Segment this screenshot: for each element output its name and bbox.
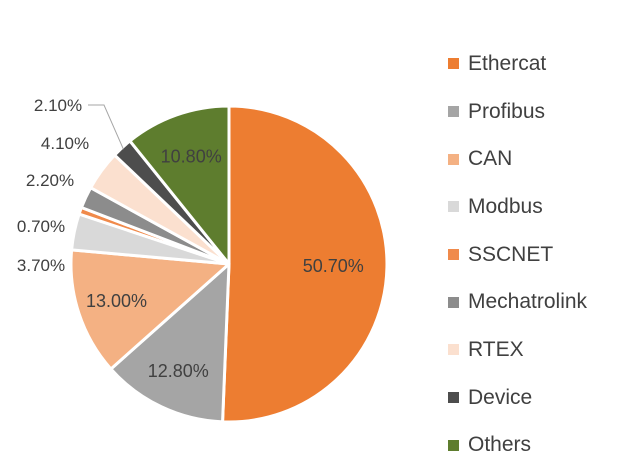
data-label-modbus: 3.70% xyxy=(17,256,65,275)
data-labels: 50.70% 12.80% 13.00% 3.70% 0.70% 2.20% 4.10% 2.… xyxy=(17,96,364,381)
legend-swatch-ethercat xyxy=(448,58,459,70)
leader-lines xyxy=(88,104,124,150)
legend-label-rtex: RTEX xyxy=(468,337,524,361)
data-label-mechatrolink: 2.20% xyxy=(26,171,74,190)
legend-item-can: CAN xyxy=(448,135,587,183)
legend-label-others: Others xyxy=(468,433,532,457)
legend-item-mechatrolink: Mechatrolink xyxy=(448,278,587,326)
legend-label-modbus: Modbus xyxy=(468,194,543,218)
legend-item-profibus: Profibus xyxy=(448,88,587,136)
legend-item-device: Device xyxy=(448,374,587,422)
data-label-rtex: 4.10% xyxy=(41,134,89,153)
data-label-device: 2.10% xyxy=(34,96,82,115)
legend-label-sscnet: SSCNET xyxy=(468,242,554,266)
legend-swatch-profibus xyxy=(448,106,459,118)
pie-slices xyxy=(69,104,389,424)
legend-item-others: Others xyxy=(448,422,587,470)
legend-item-ethercat: Ethercat xyxy=(448,40,587,88)
legend-swatch-mechatrolink xyxy=(448,296,459,308)
legend-label-ethercat: Ethercat xyxy=(468,51,547,75)
data-label-ethercat: 50.70% xyxy=(303,256,364,276)
pie-slice-can xyxy=(69,248,231,371)
data-label-sscnet: 0.70% xyxy=(17,217,65,236)
legend-label-can: CAN xyxy=(468,147,513,171)
data-label-profibus: 12.80% xyxy=(148,361,209,381)
data-label-others: 10.80% xyxy=(161,147,222,167)
leader-line-device xyxy=(88,104,124,150)
legend-swatch-modbus xyxy=(448,201,459,213)
pie-slice-others xyxy=(128,104,231,266)
legend-swatch-others xyxy=(448,439,459,451)
legend-item-modbus: Modbus xyxy=(448,183,587,231)
legend-swatch-device xyxy=(448,392,459,404)
legend-item-rtex: RTEX xyxy=(448,326,587,374)
legend-swatch-sscnet xyxy=(448,249,459,261)
legend-swatch-can xyxy=(448,153,459,165)
legend-label-device: Device xyxy=(468,385,533,409)
data-label-can: 13.00% xyxy=(86,291,147,311)
pie-slice-profibus xyxy=(109,262,231,424)
pie-slice-ethercat xyxy=(221,104,389,424)
legend-label-mechatrolink: Mechatrolink xyxy=(468,290,588,314)
legend-label-profibus: Profibus xyxy=(468,99,546,123)
legend-item-sscnet: SSCNET xyxy=(448,231,587,279)
legend: Ethercat Profibus CAN Modbus SSCNET Mechatrol… xyxy=(448,40,587,469)
legend-swatch-rtex xyxy=(448,344,459,356)
